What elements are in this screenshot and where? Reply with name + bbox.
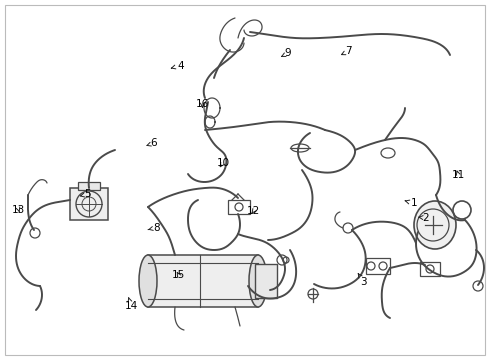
Text: 8: 8 <box>148 222 160 233</box>
Text: 10: 10 <box>217 158 229 168</box>
FancyBboxPatch shape <box>255 264 277 298</box>
Text: 1: 1 <box>405 198 417 208</box>
Text: 12: 12 <box>247 206 261 216</box>
Text: 7: 7 <box>342 46 352 56</box>
Text: 5: 5 <box>80 189 91 199</box>
Text: 13: 13 <box>12 204 25 215</box>
Ellipse shape <box>249 255 267 307</box>
Text: 2: 2 <box>419 213 429 223</box>
FancyBboxPatch shape <box>78 182 100 190</box>
Text: 16: 16 <box>196 99 209 109</box>
Text: 3: 3 <box>358 274 367 287</box>
FancyBboxPatch shape <box>148 255 258 307</box>
Ellipse shape <box>414 201 456 249</box>
Text: 14: 14 <box>124 298 138 311</box>
Text: 6: 6 <box>147 138 157 148</box>
Ellipse shape <box>139 255 157 307</box>
FancyBboxPatch shape <box>70 188 108 220</box>
Text: 11: 11 <box>451 170 465 180</box>
Text: 4: 4 <box>172 60 184 71</box>
Text: 15: 15 <box>172 270 186 280</box>
Text: 9: 9 <box>282 48 292 58</box>
